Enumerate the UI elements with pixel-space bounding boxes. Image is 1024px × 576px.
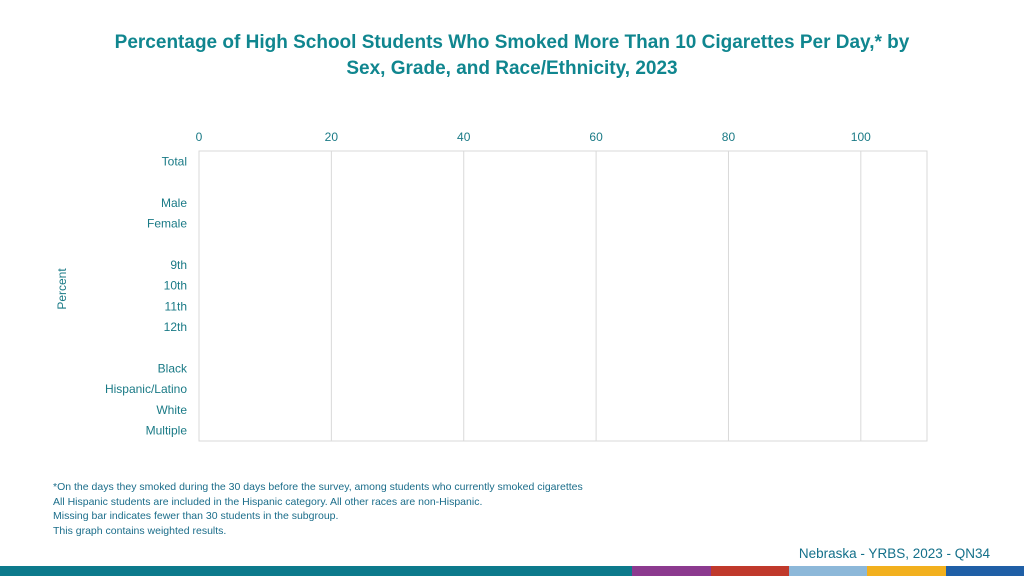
- category-label-female: Female: [147, 217, 187, 231]
- footnote-4: This graph contains weighted results.: [53, 524, 227, 537]
- category-label-male: Male: [161, 196, 187, 210]
- footnote-3: Missing bar indicates fewer than 30 stud…: [53, 510, 339, 522]
- category-label-12th: 12th: [164, 320, 187, 334]
- stripe-segment-3: [711, 566, 789, 576]
- footnote-2: All Hispanic students are included in th…: [53, 495, 483, 508]
- footnote-1: *On the days they smoked during the 30 d…: [53, 481, 583, 493]
- category-label-9th: 9th: [170, 258, 187, 272]
- stripe-segment-4: [789, 566, 867, 576]
- chart-title: Percentage of High School Students Who S…: [40, 30, 984, 82]
- category-label-hispanic-latino: Hispanic/Latino: [105, 382, 187, 396]
- category-label-multiple: Multiple: [146, 424, 188, 438]
- footer-color-stripe: [0, 566, 1024, 576]
- x-tick-labels: 0 20 40 60 80 100: [196, 130, 871, 144]
- x-tick-label-100: 100: [851, 130, 871, 144]
- category-label-total: Total: [162, 154, 187, 168]
- footnotes: *On the days they smoked during the 30 d…: [53, 480, 583, 538]
- x-tick-label-20: 20: [325, 130, 339, 144]
- plot-frame: [198, 150, 928, 442]
- chart-title-line-2: Sex, Grade, and Race/Ethnicity, 2023: [346, 58, 678, 79]
- category-label-10th: 10th: [164, 279, 187, 293]
- stripe-segment-6: [946, 566, 1024, 576]
- y-axis-label: Percent: [55, 268, 69, 310]
- stripe-segment-2: [632, 566, 711, 576]
- category-labels: Total Male Female 9th 10th 11th 12th Black Hispa…: [105, 154, 188, 437]
- category-label-11th: 11th: [165, 299, 187, 313]
- stripe-segment-5: [867, 566, 946, 576]
- category-label-black: Black: [158, 362, 188, 376]
- source-label: Nebraska - YRBS, 2023 - QN34: [798, 546, 990, 561]
- stripe-segment-1: [0, 566, 632, 576]
- chart-title-line-1: Percentage of High School Students Who S…: [114, 32, 910, 53]
- x-tick-label-40: 40: [457, 130, 471, 144]
- grid-lines: [198, 150, 928, 442]
- x-tick-label-80: 80: [722, 130, 736, 144]
- x-tick-label-60: 60: [589, 130, 603, 144]
- category-label-white: White: [156, 403, 187, 417]
- x-tick-label-0: 0: [196, 130, 203, 144]
